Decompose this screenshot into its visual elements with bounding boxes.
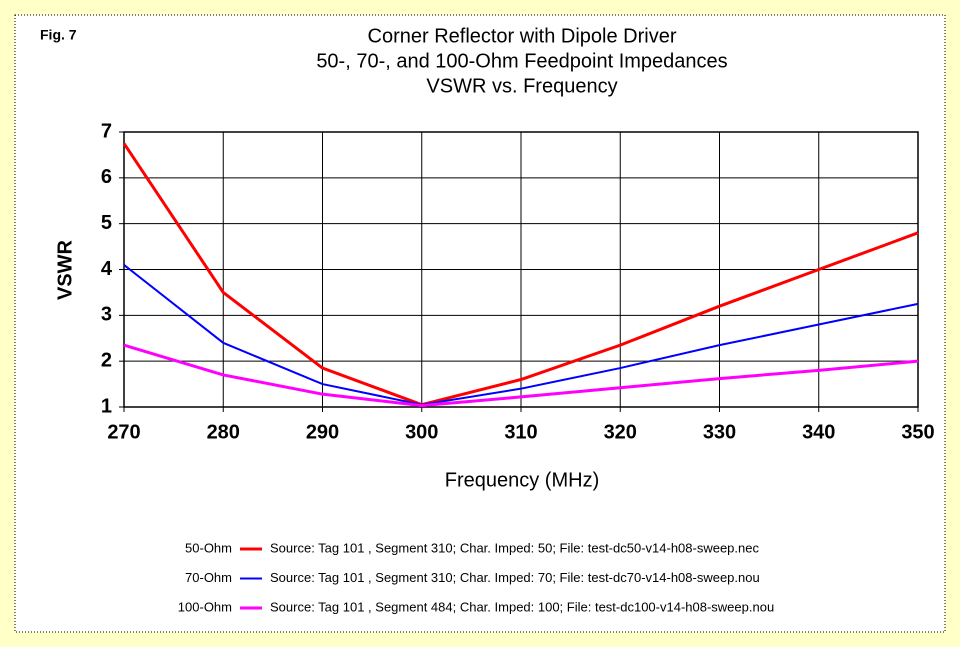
panel bbox=[14, 14, 946, 633]
legend-name: 70-Ohm bbox=[185, 570, 232, 585]
x-tick-label: 270 bbox=[107, 421, 140, 443]
plot-frame bbox=[123, 131, 919, 408]
y-tick-label: 4 bbox=[101, 258, 113, 280]
annotation: Fig. 7 bbox=[40, 27, 77, 43]
chart-title: 50-, 70-, and 100-Ohm Feedpoint Impedanc… bbox=[316, 50, 727, 72]
x-tick-label: 320 bbox=[604, 421, 637, 443]
x-tick-label: 340 bbox=[802, 421, 835, 443]
legend-text: Source: Tag 101 , Segment 484; Char. Imp… bbox=[270, 599, 774, 614]
x-tick-label: 350 bbox=[901, 421, 934, 443]
y-tick-label: 7 bbox=[101, 120, 112, 142]
x-tick-label: 330 bbox=[703, 421, 736, 443]
y-tick-label: 1 bbox=[101, 395, 112, 417]
x-tick-label: 300 bbox=[405, 421, 438, 443]
x-tick-label: 280 bbox=[207, 421, 240, 443]
y-axis-title: VSWR bbox=[54, 239, 76, 300]
legend-name: 50-Ohm bbox=[185, 540, 232, 555]
x-tick-label: 290 bbox=[306, 421, 339, 443]
y-tick-label: 2 bbox=[101, 349, 112, 371]
legend-text: Source: Tag 101 , Segment 310; Char. Imp… bbox=[270, 570, 760, 585]
x-axis-title: Frequency (MHz) bbox=[445, 469, 599, 491]
series-line bbox=[122, 142, 919, 407]
y-tick-label: 6 bbox=[101, 166, 112, 188]
legend-text: Source: Tag 101 , Segment 310; Char. Imp… bbox=[270, 540, 759, 555]
x-tick-label: 310 bbox=[504, 421, 537, 443]
chart-title: VSWR vs. Frequency bbox=[426, 75, 617, 97]
chart-title: Corner Reflector with Dipole Driver bbox=[368, 25, 677, 47]
y-tick-label: 3 bbox=[101, 304, 112, 326]
series-line bbox=[123, 343, 919, 408]
series-line bbox=[123, 264, 919, 406]
legend-name: 100-Ohm bbox=[178, 599, 232, 614]
y-tick-label: 5 bbox=[101, 212, 112, 234]
